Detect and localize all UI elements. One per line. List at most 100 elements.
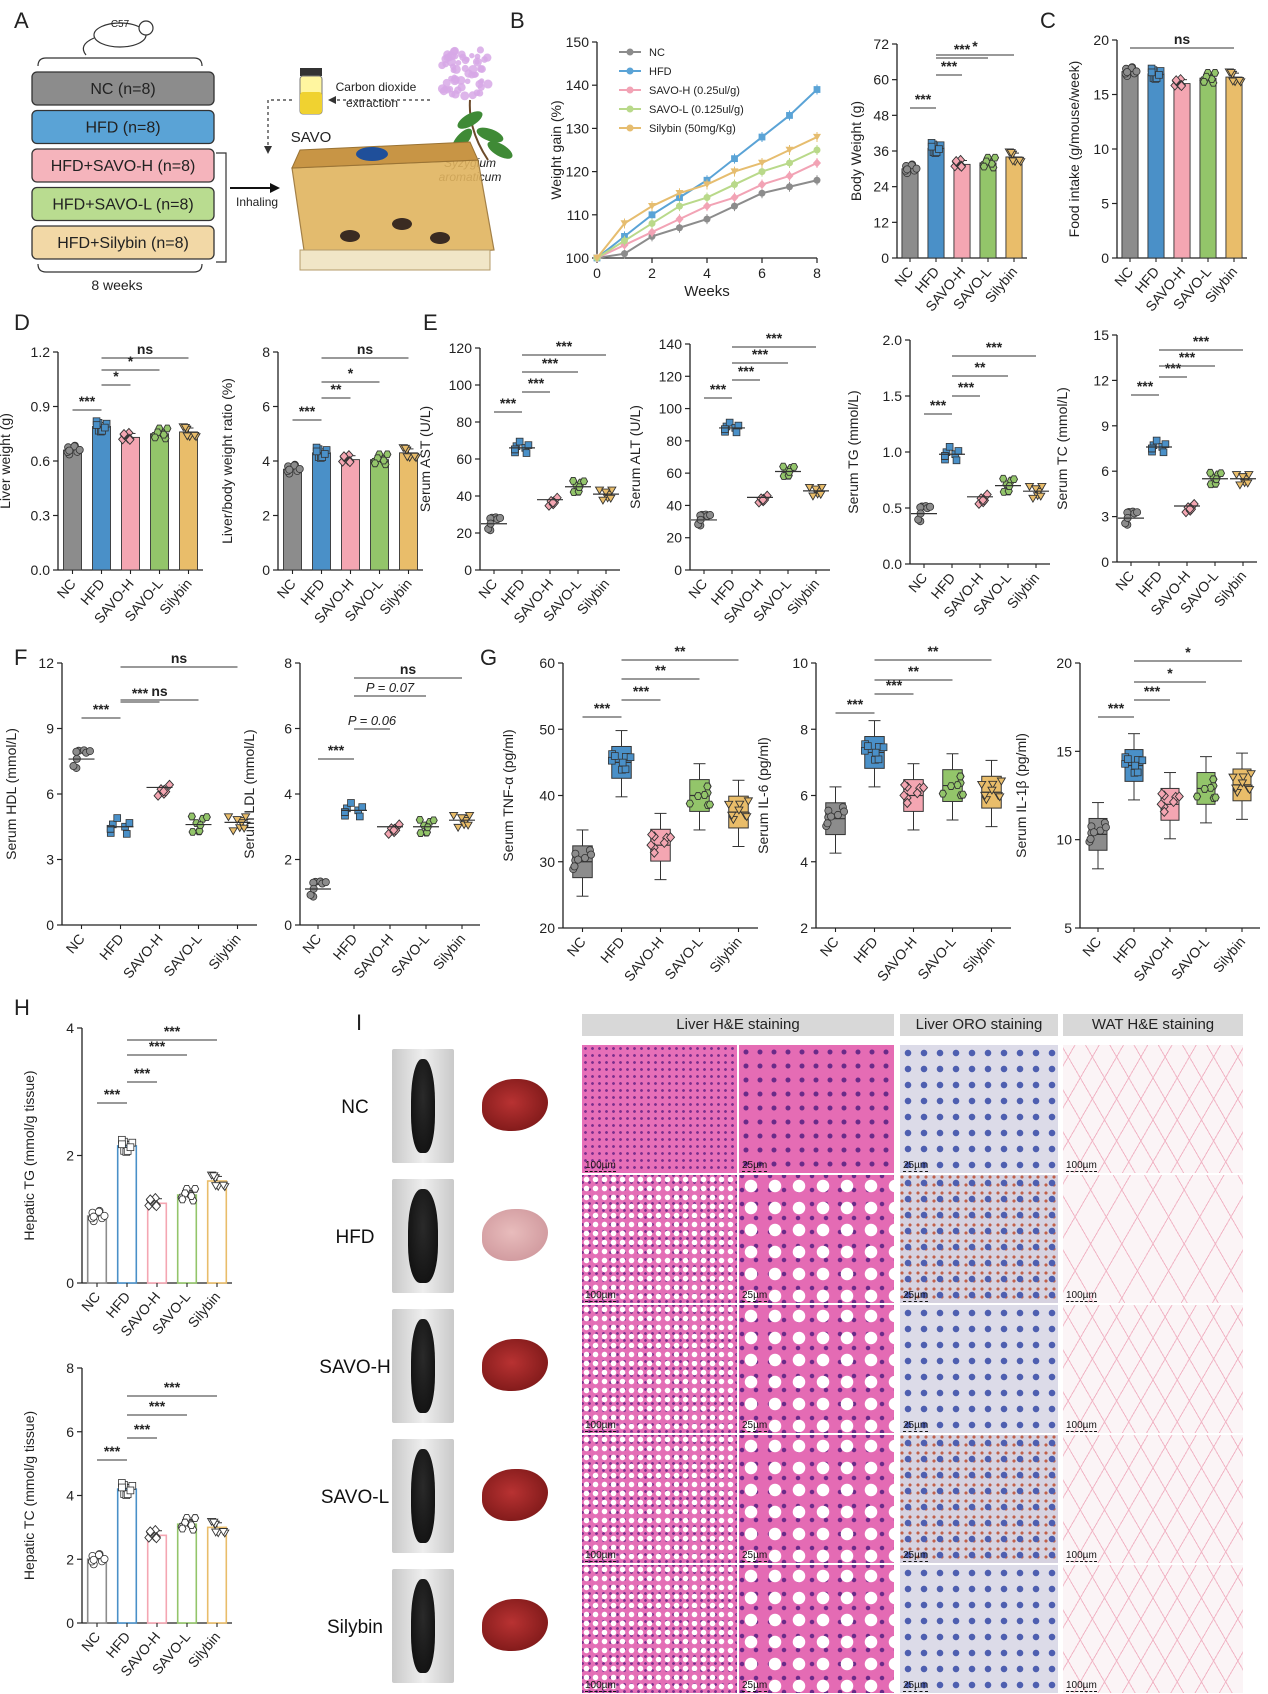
y-tick-label: 0	[262, 562, 270, 578]
data-point	[723, 800, 734, 809]
data-point	[1206, 468, 1215, 477]
bar-SAVO-L	[979, 162, 997, 259]
vial-to-cage-head	[264, 146, 272, 154]
data-point	[1199, 78, 1209, 86]
significance-label: *	[972, 38, 978, 54]
data-point	[370, 459, 380, 468]
data-point	[1228, 77, 1238, 86]
cage-mouse	[340, 230, 360, 242]
significance-label: ***	[149, 1038, 166, 1054]
data-point	[236, 819, 247, 828]
significance-label: ***	[164, 1379, 181, 1395]
bar-SAVO-L	[370, 459, 389, 571]
data-point	[727, 811, 737, 820]
significance-label: ***	[1108, 700, 1125, 716]
y-tick-label: 4	[284, 786, 292, 802]
significance-label: ***	[766, 330, 783, 346]
data-point	[927, 142, 936, 151]
bar-Silybin	[1005, 156, 1023, 259]
data-point	[1246, 770, 1256, 779]
flower-dot	[451, 90, 460, 99]
flower-dot	[439, 87, 448, 96]
data-point	[202, 813, 211, 821]
group-box-1	[31, 109, 215, 145]
data-point	[721, 425, 729, 433]
significance-label: ***	[710, 381, 727, 397]
y-tick-label: 10	[792, 655, 808, 671]
data-point	[758, 168, 766, 176]
data-point	[758, 159, 766, 167]
data-point	[1131, 761, 1139, 770]
data-point	[574, 855, 583, 864]
data-point	[416, 829, 425, 837]
data-point	[190, 1185, 200, 1193]
data-point	[626, 753, 635, 761]
y-tick-label: 4	[66, 1020, 74, 1036]
data-point	[785, 146, 794, 154]
data-point	[72, 747, 81, 756]
data-point	[725, 418, 734, 427]
significance-label: ***	[986, 339, 1003, 355]
significance-label: ***	[847, 696, 864, 712]
significance-label: ***	[134, 1065, 151, 1081]
data-point	[646, 839, 656, 851]
y-tick-label: 0	[66, 1275, 74, 1291]
group-box-4	[31, 225, 215, 260]
y-tick-label: 12	[1093, 372, 1109, 388]
chart-F2: 0 2 4 6 8 Serum LDL (mmol/L) NC HFDSAVO-HSAVO-L…	[241, 655, 480, 981]
brace-top	[37, 57, 203, 67]
y-tick-label: 12	[873, 214, 889, 230]
data-point	[163, 424, 172, 433]
data-point	[649, 847, 659, 858]
data-point	[912, 164, 921, 173]
legend-entry-2: SAVO-H (0.25ul/g)	[649, 85, 740, 97]
significance-label: ***	[1137, 378, 1154, 394]
data-point	[339, 451, 349, 462]
data-point	[996, 777, 1007, 786]
y-tick-label: 6	[284, 721, 292, 737]
chart-B1: 100 110 120 130 140 150 Weight gain (%) 0 2 4 6 8 We…	[548, 34, 821, 300]
data-point	[569, 477, 578, 485]
group-box-0	[31, 71, 215, 106]
x-tick-label-NC: NC	[1079, 934, 1104, 960]
bar-HFD	[312, 452, 331, 571]
data-point	[685, 799, 694, 808]
bar-Silybin	[179, 431, 198, 571]
data-point	[496, 513, 505, 522]
bar-HFD	[92, 426, 111, 571]
significance-label: ***	[528, 375, 545, 391]
chart-H2: 2 4 6 8 10 Serum IL-6 (pg/ml) NC HFDSAVO-HSAVO-…	[755, 643, 1011, 984]
significance-label: *	[1185, 644, 1191, 660]
x-tick-label-SAVO-H: SAVO-H	[350, 931, 396, 982]
data-point	[951, 155, 961, 167]
data-point	[1216, 469, 1226, 478]
data-point	[840, 807, 849, 816]
y-tick-label: 8	[262, 344, 270, 360]
data-point	[94, 1207, 103, 1216]
flower-dot	[450, 46, 459, 56]
y-tick-label: 100	[449, 377, 473, 393]
data-point	[874, 755, 883, 764]
bar-NC	[86, 1558, 108, 1624]
flower-dot	[451, 75, 460, 84]
data-point	[903, 165, 912, 174]
data-point	[190, 1514, 200, 1522]
y-tick-label: 12	[38, 655, 54, 671]
data-point	[355, 812, 364, 821]
y-tick-label: 6	[800, 788, 808, 804]
flower-dot	[446, 85, 454, 93]
flower-dot	[481, 56, 488, 63]
y-tick-label: 10	[1056, 832, 1072, 848]
data-point	[409, 452, 420, 462]
data-point	[734, 800, 745, 809]
y-tick-label: 3	[46, 852, 54, 868]
plant-leaf	[457, 111, 483, 129]
bar-SAVO-L	[1199, 77, 1217, 259]
data-point	[827, 812, 836, 821]
x-tick-label-SAVO-H: SAVO-H	[1130, 934, 1176, 985]
data-point	[240, 813, 251, 822]
extraction-arrow-head	[328, 96, 336, 104]
x-tick-label-Silybin: Silybin	[185, 1289, 224, 1331]
y-tick-label: 2	[66, 1148, 74, 1164]
